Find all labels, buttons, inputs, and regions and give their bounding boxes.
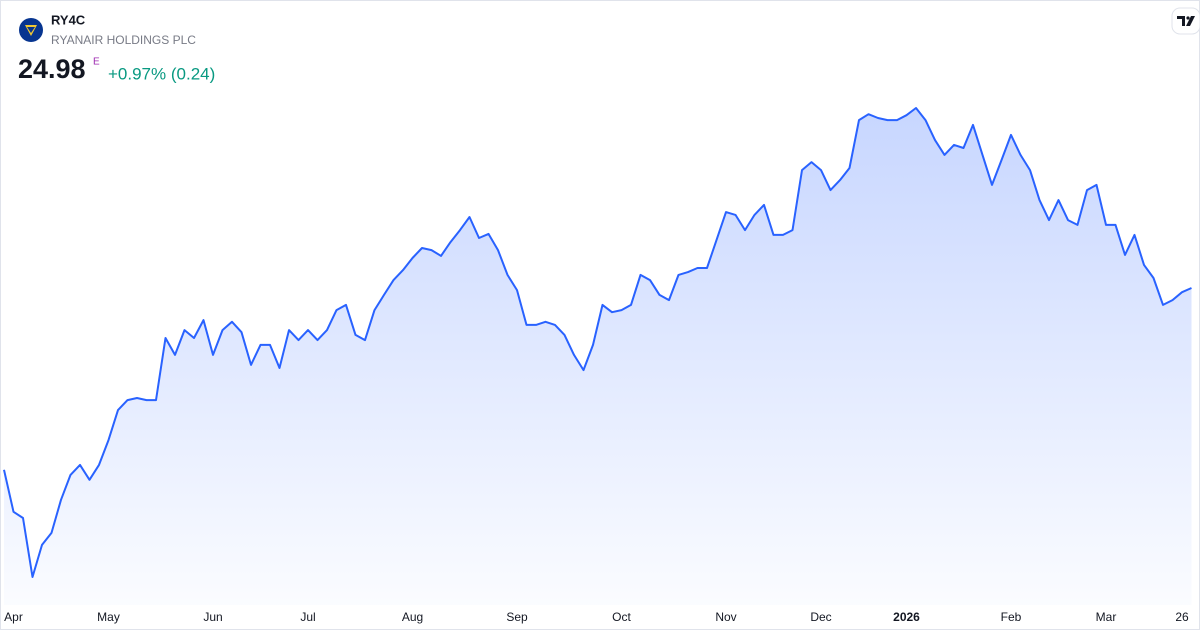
price-flag: E <box>93 57 100 68</box>
x-tick-label: 2026 <box>893 610 920 624</box>
symbol: RY4C <box>51 12 86 27</box>
x-tick-label: Sep <box>506 610 528 624</box>
x-tick-label: Jul <box>300 610 315 624</box>
x-tick-label: Feb <box>1001 610 1022 624</box>
price-area <box>4 108 1192 605</box>
x-tick-label: Dec <box>810 610 831 624</box>
tradingview-logo[interactable] <box>1171 7 1200 35</box>
last-price: 24.98 <box>18 54 86 84</box>
symbol-logo <box>19 18 43 42</box>
price-change: +0.97% (0.24) <box>108 64 215 83</box>
x-tick-label: 26 <box>1175 610 1189 624</box>
x-tick-label: Nov <box>715 610 736 624</box>
company-name: RYANAIR HOLDINGS PLC <box>51 33 196 47</box>
x-tick-label: Jun <box>203 610 222 624</box>
x-tick-label: Oct <box>612 610 631 624</box>
x-tick-label: Mar <box>1096 610 1117 624</box>
x-tick-label: May <box>97 610 120 624</box>
x-tick-label: Aug <box>402 610 423 624</box>
price-line <box>3 107 1192 578</box>
x-tick-label: Apr <box>4 610 23 624</box>
